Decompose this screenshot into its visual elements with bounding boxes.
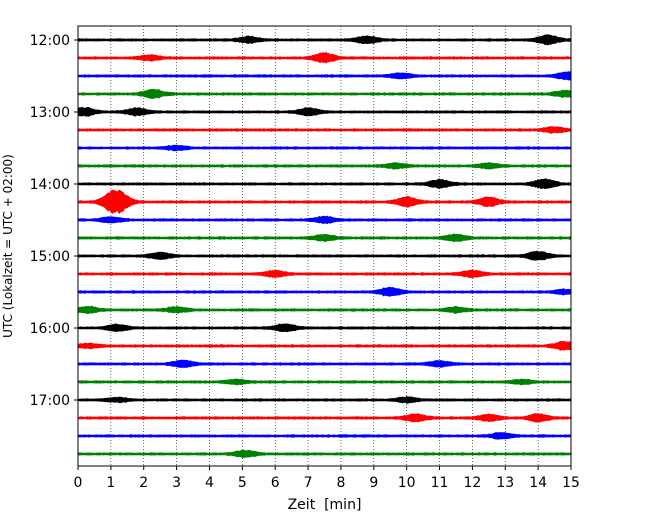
trace-1200 xyxy=(77,34,572,46)
x-tick-label: 6 xyxy=(271,475,280,491)
x-tick-label: 8 xyxy=(336,475,345,491)
trace-1645 xyxy=(77,378,572,386)
x-tick-label: 11 xyxy=(431,475,449,491)
trace-1400 xyxy=(77,178,572,190)
trace-1500 xyxy=(77,250,572,261)
trace-1715 xyxy=(77,413,572,423)
vertical-grid xyxy=(110,26,539,466)
y-tick-label: 12:00 xyxy=(30,33,70,49)
x-axis: 0 1 2 3 4 5 6 7 8 9 10 11 12 13 14 15 xyxy=(74,466,580,491)
trace-1430 xyxy=(77,215,572,225)
seismogram-traces xyxy=(77,34,572,459)
trace-1745 xyxy=(77,449,572,459)
trace-1230 xyxy=(77,71,572,81)
trace-1615 xyxy=(77,340,572,352)
trace-1445 xyxy=(77,233,572,243)
x-tick-label: 4 xyxy=(205,475,214,491)
x-axis-title: Zeit [min] xyxy=(288,497,362,513)
y-tick-label: 17:00 xyxy=(30,393,70,409)
x-tick-label: 12 xyxy=(463,475,481,491)
trace-1345 xyxy=(77,162,572,170)
trace-1545 xyxy=(77,305,572,314)
trace-1300 xyxy=(77,106,572,117)
x-tick-label: 3 xyxy=(172,475,181,491)
x-tick-label: 14 xyxy=(529,475,547,491)
x-tick-label: 15 xyxy=(562,475,580,491)
y-axis: 12:00 13:00 14:00 15:00 16:00 17:00 xyxy=(30,33,78,409)
trace-1600 xyxy=(77,323,572,333)
trace-1530 xyxy=(77,286,572,297)
trace-1215 xyxy=(77,51,572,64)
x-tick-label: 2 xyxy=(139,475,148,491)
y-tick-label: 13:00 xyxy=(30,105,70,121)
x-tick-label: 5 xyxy=(238,475,247,491)
y-tick-label: 15:00 xyxy=(30,249,70,265)
x-tick-label: 0 xyxy=(74,475,83,491)
x-tick-label: 7 xyxy=(304,475,313,491)
y-tick-label: 16:00 xyxy=(30,321,70,337)
x-tick-label: 9 xyxy=(369,475,378,491)
x-tick-label: 10 xyxy=(398,475,416,491)
trace-1700 xyxy=(77,396,572,404)
trace-1730 xyxy=(77,432,572,440)
trace-1630 xyxy=(77,359,572,368)
y-tick-label: 14:00 xyxy=(30,177,70,193)
trace-1415 xyxy=(77,189,572,215)
trace-1245 xyxy=(77,88,572,99)
plot-frame xyxy=(77,25,572,467)
trace-1515 xyxy=(77,269,572,279)
trace-1315 xyxy=(77,126,572,134)
x-tick-label: 1 xyxy=(106,475,115,491)
trace-1330 xyxy=(77,144,572,152)
y-axis-title: UTC (Lokalzeit = UTC + 02:00) xyxy=(1,154,15,338)
x-tick-label: 13 xyxy=(496,475,514,491)
